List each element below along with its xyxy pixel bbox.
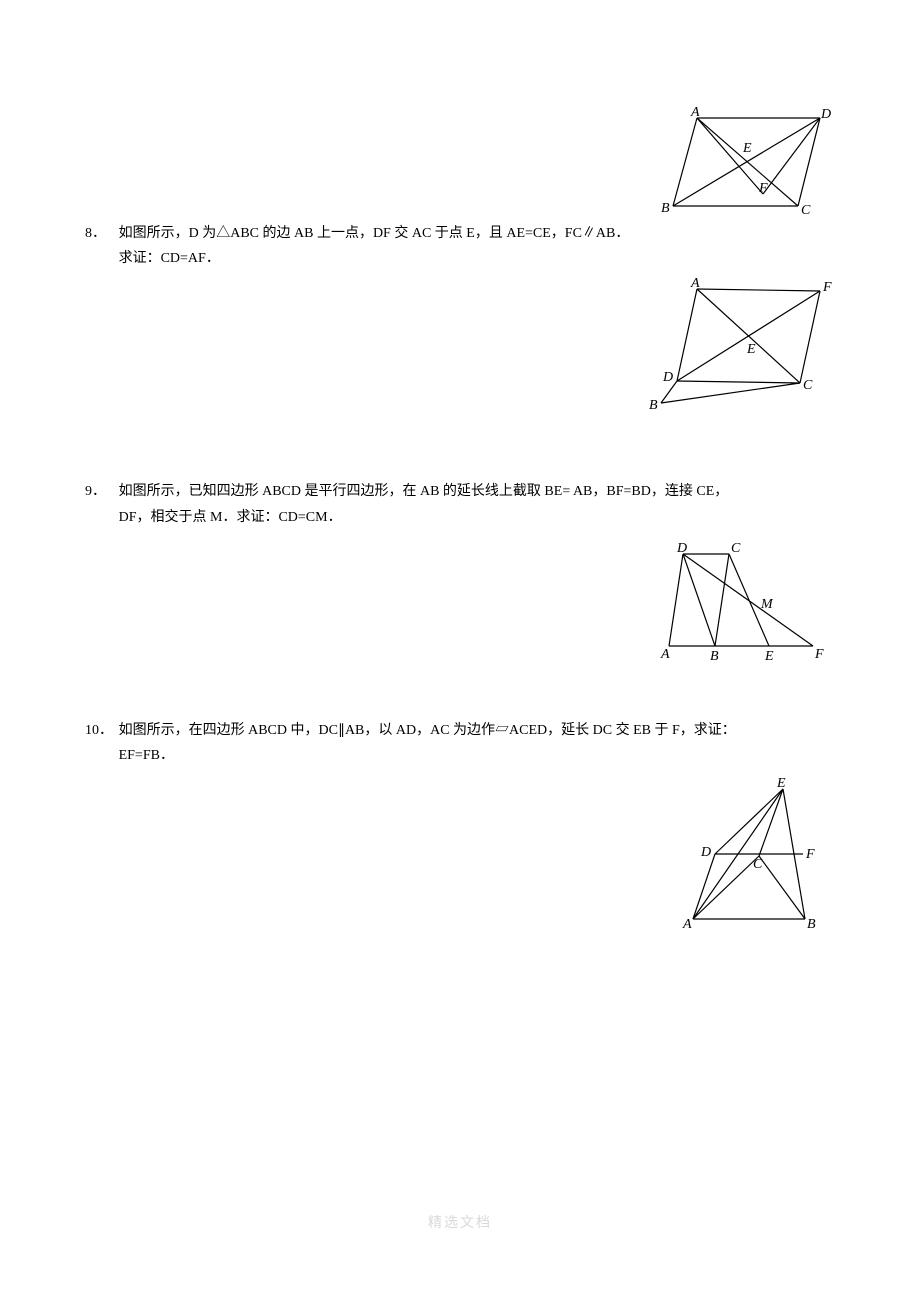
fig2-label-B: B [649, 398, 658, 413]
problem-10-line1: 如图所示，在四边形 ABCD 中，DC∥AB，以 AD，AC 为边作▱ACED，… [119, 723, 736, 738]
fig2-label-E: E [746, 342, 756, 357]
problem-10: 10．如图所示，在四边形 ABCD 中，DC∥AB，以 AD，AC 为边作▱AC… [85, 718, 835, 934]
fig4-label-C: C [753, 857, 763, 872]
fig4-label-F: F [805, 847, 815, 862]
fig1-label-F: F [758, 181, 768, 196]
fig4-label-E: E [776, 776, 786, 791]
fig2-label-C: C [803, 378, 813, 393]
fig1-label-E: E [742, 141, 752, 156]
figure-3: D C A B E F M [655, 536, 835, 666]
fig2-label-F: F [822, 280, 832, 295]
problem-8-number: 8． [85, 221, 119, 246]
fig1-label-C: C [801, 203, 811, 218]
fig1-label-A: A [690, 106, 700, 120]
problem-8: 8．如图所示，D 为△ABC 的边 AB 上一点，DF 交 AC 于点 E，且 … [85, 221, 835, 417]
fig3-label-F: F [814, 647, 824, 662]
fig4-label-D: D [700, 845, 711, 860]
fig3-label-C: C [731, 541, 741, 556]
fig4-label-B: B [807, 917, 816, 932]
problem-9-text: 9．如图所示，已知四边形 ABCD 是平行四边形，在 AB 的延长线上截取 BE… [85, 479, 835, 504]
problem-10-line2: EF=FB． [85, 743, 835, 768]
page-footer: 精选文档 [0, 1212, 920, 1232]
problem-9-number: 9． [85, 479, 119, 504]
problem-8-line2: 求证：CD=AF． [85, 246, 835, 271]
problem-9-line2: DF，相交于点 M．求证：CD=CM． [85, 505, 835, 530]
figure-4: E D C F A B [675, 774, 835, 934]
fig2-label-A: A [690, 277, 700, 291]
figure-1: A D B C E F [655, 106, 835, 221]
problem-10-text: 10．如图所示，在四边形 ABCD 中，DC∥AB，以 AD，AC 为边作▱AC… [85, 718, 835, 743]
fig3-label-M: M [760, 597, 774, 612]
figure-1-wrap: A D B C E F [85, 106, 835, 221]
fig3-label-A: A [660, 647, 670, 662]
fig3-label-B: B [710, 649, 719, 664]
fig3-label-D: D [676, 541, 687, 556]
fig1-label-D: D [820, 107, 831, 122]
fig3-label-E: E [764, 649, 774, 664]
problem-8-line1: 如图所示，D 为△ABC 的边 AB 上一点，DF 交 AC 于点 E，且 AE… [119, 226, 630, 241]
problem-9-line1: 如图所示，已知四边形 ABCD 是平行四边形，在 AB 的延长线上截取 BE= … [119, 484, 729, 499]
figure-4-wrap: E D C F A B [85, 774, 835, 934]
figure-2-wrap: A F E D C B [85, 277, 835, 417]
fig2-label-D: D [662, 370, 673, 385]
problem-8-text: 8．如图所示，D 为△ABC 的边 AB 上一点，DF 交 AC 于点 E，且 … [85, 221, 835, 246]
problem-10-number: 10． [85, 718, 119, 743]
figure-3-wrap: D C A B E F M [85, 536, 835, 666]
figure-2: A F E D C B [635, 277, 835, 417]
fig1-label-B: B [661, 201, 670, 216]
fig4-label-A: A [682, 917, 692, 932]
problem-9: 9．如图所示，已知四边形 ABCD 是平行四边形，在 AB 的延长线上截取 BE… [85, 479, 835, 665]
